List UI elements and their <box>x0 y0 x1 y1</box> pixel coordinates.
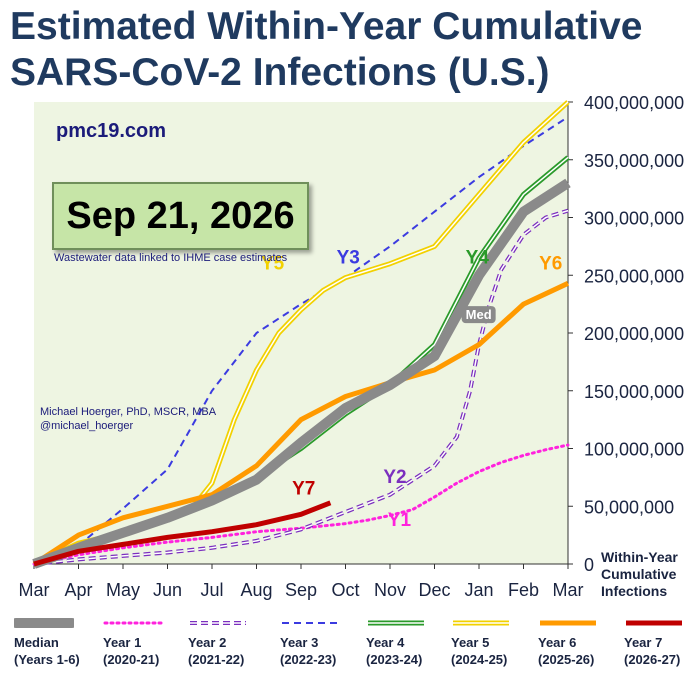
legend-label-y2: Year 2 (2021-22) <box>188 635 245 667</box>
legend-label-y4: Year 4 (2023-24) <box>366 635 423 667</box>
site-label: pmc19.com <box>56 120 167 142</box>
x-tick-label: May <box>106 580 140 600</box>
x-tick-label: Mar <box>553 580 584 600</box>
series-y3 <box>33 116 569 565</box>
series-line-y6 <box>32 281 570 567</box>
legend-label-median: Median (Years 1-6) <box>14 635 80 667</box>
series-line-median <box>32 178 571 569</box>
legend-swatch-y7 <box>626 620 682 626</box>
x-tick-label: Nov <box>374 580 406 600</box>
chart-title-line1: Estimated Within-Year Cumulative <box>10 5 643 48</box>
series-label-y3: Y3 <box>337 248 360 269</box>
series-label-y4: Y4 <box>466 248 490 269</box>
series-label-y2: Y2 <box>383 467 406 488</box>
legend-swatch-y6 <box>540 620 596 626</box>
chart-canvas: Mar Apr May Jun Jul Aug Sep Oct Nov Dec Jan Feb Mar0… <box>19 93 685 600</box>
x-tick-label: Jun <box>153 580 182 600</box>
legend-label-y5: Year 5 (2024-25) <box>451 635 508 667</box>
series-line-y3 <box>33 116 569 565</box>
legend-swatch-y4 <box>368 620 424 626</box>
series-label-median: Med <box>466 307 492 322</box>
y-axis-label-line: Within-Year <box>601 549 678 565</box>
y-tick-label: 350,000,000 <box>584 151 684 171</box>
y-tick-label: 300,000,000 <box>584 209 684 229</box>
x-tick-label: Mar <box>19 580 50 600</box>
y-tick-label: 400,000,000 <box>584 93 684 113</box>
author-handle: @michael_hoerger <box>40 420 134 432</box>
y-axis-label-line: Infections <box>601 583 667 599</box>
plot-area <box>34 102 568 564</box>
x-tick-label: Dec <box>418 580 450 600</box>
x-tick-label: Jul <box>200 580 223 600</box>
legend-label-y3: Year 3 (2022-23) <box>280 635 337 667</box>
series-label-y1: Y1 <box>388 510 412 531</box>
y-tick-label: 100,000,000 <box>584 440 684 460</box>
legend-label-y7: Year 7 (2026-27) <box>624 635 681 667</box>
legend-swatch-median <box>14 618 74 628</box>
series-line-inner-y2 <box>33 209 569 565</box>
author-name: Michael Hoerger, PhD, MSCR, MBA <box>40 406 217 418</box>
legend-label-y6: Year 6 (2025-26) <box>538 635 595 667</box>
author-credit: Michael Hoerger, PhD, MSCR, MBA @michael… <box>40 405 216 433</box>
chart-title-line2: SARS-CoV-2 Infections (U.S.) <box>10 51 550 94</box>
x-tick-label: Oct <box>331 580 359 600</box>
chart-title: Estimated Within-Year Cumulative SARS-Co… <box>10 4 690 96</box>
series-line-y7 <box>33 500 332 567</box>
date-box: Sep 21, 2026 <box>52 182 309 250</box>
data-source-note: Wastewater data linked to IHME case esti… <box>54 252 288 264</box>
x-tick-label: Feb <box>508 580 539 600</box>
series-label-y6: Y6 <box>539 253 562 274</box>
y-axis-label: Within-Year Cumulative Infections <box>601 549 678 599</box>
y-tick-label: 150,000,000 <box>584 382 684 402</box>
legend-swatch-y2 <box>190 621 246 625</box>
legend-swatch-y3 <box>282 622 338 624</box>
x-tick-label: Apr <box>64 580 92 600</box>
series-y2 <box>33 208 569 566</box>
y-tick-label: 200,000,000 <box>584 324 684 344</box>
series-y7 <box>33 500 332 567</box>
series-y6 <box>32 281 570 567</box>
legend-swatch-y5 <box>453 620 509 626</box>
y-tick-label: 0 <box>584 555 594 575</box>
series-label-y7: Y7 <box>292 479 315 500</box>
y-tick-label: 250,000,000 <box>584 266 684 286</box>
series-line-y1 <box>32 443 570 566</box>
date-label: Sep 21, 2026 <box>66 194 295 237</box>
y-axis-label-line: Cumulative <box>601 566 677 582</box>
legend: Median (Years 1-6) Year 1 (2020-21) Year 2… <box>0 612 699 677</box>
x-tick-label: Sep <box>285 580 317 600</box>
series-median <box>32 178 571 569</box>
y-tick-label: 50,000,000 <box>584 497 674 517</box>
series-label-bg-median <box>461 306 496 324</box>
x-tick-label: Aug <box>240 580 272 600</box>
legend-swatch-y1 <box>103 621 163 625</box>
legend-label-y1: Year 1 (2020-21) <box>103 635 160 667</box>
series-label-y5: Y5 <box>261 253 285 274</box>
series-y1 <box>32 443 570 566</box>
x-tick-label: Jan <box>464 580 493 600</box>
